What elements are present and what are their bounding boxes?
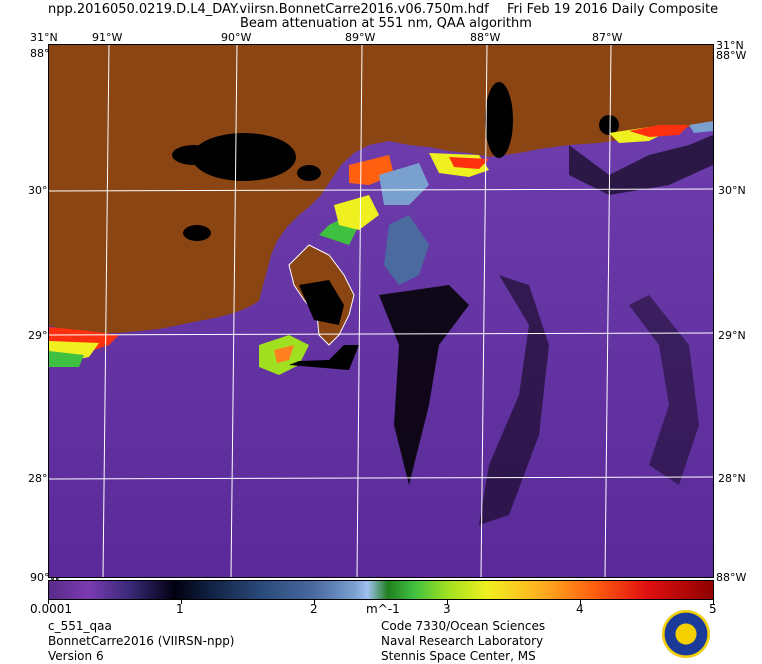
lake-maurepas — [172, 145, 216, 165]
lake-pontchartrain — [192, 133, 296, 181]
footer-product-code: c_551_qaa — [48, 619, 112, 633]
top-label-87w: 87°W — [592, 31, 623, 44]
offshore-dark-patches — [379, 135, 713, 525]
lat-label-30n-right: 30°N — [718, 184, 746, 197]
filename-title: npp.2016050.0219.D.L4_DAY.viirsn.BonnetC… — [48, 2, 489, 17]
grid-lat-29n — [49, 332, 713, 336]
satellite-map — [48, 44, 714, 578]
grid-lon-87w — [604, 45, 612, 577]
pensacola-bay — [599, 115, 619, 135]
top-label-91w: 91°W — [92, 31, 123, 44]
land-mass — [49, 45, 713, 333]
map-graphic — [49, 45, 713, 577]
grid-lon-90w — [230, 45, 238, 577]
footer-lab: Naval Research Laboratory — [381, 634, 544, 648]
colorbar-label-1: 1 — [176, 602, 184, 616]
grid-lat-28n — [49, 476, 713, 480]
colorbar-tick-1 — [181, 600, 182, 604]
product-title: Beam attenuation at 551 nm, QAA algorith… — [240, 16, 532, 31]
footer-code: Code 7330/Ocean Sciences — [381, 619, 546, 633]
colorbar-label-3: 3 — [443, 602, 451, 616]
footer-location: Stennis Space Center, MS — [381, 649, 536, 663]
corner-label-bottom-right: 88°W — [716, 571, 747, 584]
lat-label-28n-right: 28°N — [718, 472, 746, 485]
date-title: Fri Feb 19 2016 Daily Composite — [507, 2, 719, 17]
footer-version: Version 6 — [48, 649, 104, 663]
colorbar-label-4: 4 — [576, 602, 584, 616]
colorbar-label-min: 0.0001 — [30, 602, 72, 616]
top-label-88w: 88°W — [470, 31, 501, 44]
grid-lon-89w — [356, 45, 363, 577]
colorbar-units: m^-1 — [366, 602, 400, 616]
colorbar-tick-2 — [314, 600, 315, 604]
grid-lon-88w — [480, 45, 488, 577]
lake-borgne — [297, 165, 321, 181]
grid-lat-30n — [49, 188, 713, 192]
colorbar-tick-4 — [580, 600, 581, 604]
colorbar-tick-5 — [713, 600, 714, 604]
nrl-seal-icon — [662, 610, 710, 658]
top-label-89w: 89°W — [345, 31, 376, 44]
colorbar-label-5: 5 — [709, 602, 717, 616]
colorbar-tick-0 — [48, 600, 49, 604]
coastal-plume — [49, 121, 713, 375]
top-label-90w: 90°W — [221, 31, 252, 44]
grid-lines — [49, 45, 713, 577]
corner-label-top-right: 88°W — [716, 49, 747, 62]
grid-lon-91w — [102, 45, 110, 577]
lat-label-29n-right: 29°N — [718, 329, 746, 342]
top-label-lat-right: 31°N — [716, 39, 744, 52]
colorbar-label-2: 2 — [310, 602, 318, 616]
colorbar-tick-3 — [447, 600, 448, 604]
colorbar — [48, 580, 714, 600]
top-label-lat-left: 31°N — [30, 31, 58, 44]
footer-dataset: BonnetCarre2016 (VIIRSN-npp) — [48, 634, 235, 648]
lake-salvador — [183, 225, 211, 241]
mobile-bay — [485, 82, 513, 158]
